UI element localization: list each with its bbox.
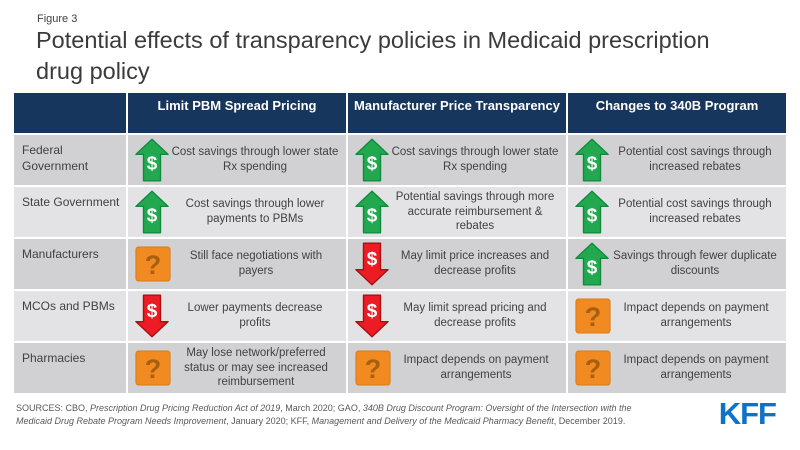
svg-text:$: $ xyxy=(587,257,598,278)
source-title-segment: 340B Drug Discount Program: Oversight of… xyxy=(16,403,632,427)
column-header: Limit PBM Spread Pricing xyxy=(128,93,346,133)
effect-cell: ? Impact depends on payment arrangements xyxy=(348,343,566,393)
effect-icon-wrap: $ xyxy=(135,190,169,234)
effect-text: Lower payments decrease profits xyxy=(187,302,323,329)
effect-cell: $ Potential savings through more accurate… xyxy=(348,187,566,237)
green-up-arrow-dollar-icon: $ xyxy=(355,190,389,234)
effect-text: Impact depends on payment arrangements xyxy=(623,354,769,381)
row-label: Pharmacies xyxy=(14,343,126,393)
red-down-arrow-dollar-icon: $ xyxy=(355,294,389,338)
effect-icon-wrap: $ xyxy=(355,138,389,182)
effect-text: Still face negotiations with payers xyxy=(189,250,323,277)
red-down-arrow-dollar-icon: $ xyxy=(135,294,169,338)
svg-text:$: $ xyxy=(147,301,158,322)
svg-text:$: $ xyxy=(367,249,378,270)
source-title-segment: Management and Delivery of the Medicaid … xyxy=(311,416,554,427)
effect-text: Potential cost savings through increased… xyxy=(618,198,772,225)
svg-text:?: ? xyxy=(145,354,162,384)
effect-icon-wrap: $ xyxy=(135,294,169,338)
effect-text: Potential cost savings through increased… xyxy=(618,146,772,173)
effect-text: Cost savings through lower state Rx spen… xyxy=(391,146,559,173)
source-text-segment: SOURCES: CBO, xyxy=(16,403,91,413)
effect-cell: ? Impact depends on payment arrangements xyxy=(568,343,786,393)
effect-text: May limit price increases and decrease p… xyxy=(400,250,550,277)
kff-logo: KFF xyxy=(718,396,777,431)
effect-cell: $ Cost savings through lower state Rx spe… xyxy=(348,135,566,185)
orange-question-mark-icon: ? xyxy=(355,350,391,386)
row-label: State Government xyxy=(14,187,126,237)
green-up-arrow-dollar-icon: $ xyxy=(355,138,389,182)
svg-text:$: $ xyxy=(587,205,598,226)
row-label: MCOs and PBMs xyxy=(14,291,126,341)
svg-text:?: ? xyxy=(585,354,602,384)
green-up-arrow-dollar-icon: $ xyxy=(135,138,169,182)
source-text-segment: , January 2020; KFF, xyxy=(226,416,312,427)
svg-text:?: ? xyxy=(145,250,162,280)
effect-cell: $ May limit spread pricing and decrease p… xyxy=(348,291,566,341)
effect-icon-wrap: ? xyxy=(135,350,171,386)
row-label: Federal Government xyxy=(14,135,126,185)
effect-icon-wrap: $ xyxy=(355,190,389,234)
effect-cell: $ Cost savings through lower payments to … xyxy=(128,187,346,237)
svg-text:$: $ xyxy=(367,153,378,174)
effect-text: Cost savings through lower payments to P… xyxy=(185,198,325,225)
column-header: Manufacturer Price Transparency xyxy=(348,93,566,133)
red-down-arrow-dollar-icon: $ xyxy=(355,242,389,286)
green-up-arrow-dollar-icon: $ xyxy=(575,190,609,234)
svg-text:$: $ xyxy=(587,153,598,174)
effect-cell: $ Lower payments decrease profits xyxy=(128,291,346,341)
effect-icon-wrap: ? xyxy=(575,350,611,386)
effect-icon-wrap: $ xyxy=(355,242,389,286)
effect-cell: $ Potential cost savings through increase… xyxy=(568,187,786,237)
svg-text:$: $ xyxy=(147,205,158,226)
effect-icon-wrap: ? xyxy=(575,298,611,334)
green-up-arrow-dollar-icon: $ xyxy=(135,190,169,234)
svg-text:?: ? xyxy=(365,354,382,384)
effect-cell: $ Potential cost savings through increase… xyxy=(568,135,786,185)
orange-question-mark-icon: ? xyxy=(135,350,171,386)
source-title-segment: Prescription Drug Pricing Reduction Act … xyxy=(90,403,281,413)
effect-cell: ? May lose network/preferred status or ma… xyxy=(128,343,346,393)
effect-text: Impact depends on payment arrangements xyxy=(403,354,549,381)
source-text-segment: , December 2019. xyxy=(553,416,626,427)
effect-cell: $ May limit price increases and decrease … xyxy=(348,239,566,289)
effect-text: May limit spread pricing and decrease pr… xyxy=(403,302,547,329)
orange-question-mark-icon: ? xyxy=(575,298,611,334)
source-text-segment: , March 2020; GAO, xyxy=(280,403,363,413)
effect-cell: $ Cost savings through lower state Rx spe… xyxy=(128,135,346,185)
green-up-arrow-dollar-icon: $ xyxy=(575,242,609,286)
effects-table: Limit PBM Spread Pricing Manufacturer Pri… xyxy=(14,93,786,393)
effect-icon-wrap: $ xyxy=(575,242,609,286)
effect-icon-wrap: $ xyxy=(575,190,609,234)
effect-icon-wrap: $ xyxy=(135,138,169,182)
effect-cell: ? Impact depends on payment arrangements xyxy=(568,291,786,341)
svg-text:$: $ xyxy=(367,301,378,322)
column-header: Changes to 340B Program xyxy=(568,93,786,133)
effect-cell: $ Savings through fewer duplicate discoun… xyxy=(568,239,786,289)
page-title: Potential effects of transparency polici… xyxy=(36,27,710,85)
row-label: Manufacturers xyxy=(14,239,126,289)
figure-number-label: Figure 3 xyxy=(37,13,78,25)
effect-icon-wrap: $ xyxy=(355,294,389,338)
orange-question-mark-icon: ? xyxy=(575,350,611,386)
svg-text:$: $ xyxy=(367,205,378,226)
effect-text: Cost savings through lower state Rx spen… xyxy=(171,146,339,173)
effect-icon-wrap: ? xyxy=(135,246,171,282)
green-up-arrow-dollar-icon: $ xyxy=(575,138,609,182)
orange-question-mark-icon: ? xyxy=(135,246,171,282)
sources-note: SOURCES: CBO, Prescription Drug Pricing … xyxy=(16,402,666,428)
effect-cell: ? Still face negotiations with payers xyxy=(128,239,346,289)
effect-text: Impact depends on payment arrangements xyxy=(623,302,769,329)
effect-text: Savings through fewer duplicate discount… xyxy=(613,250,777,277)
svg-text:?: ? xyxy=(585,302,602,332)
svg-text:$: $ xyxy=(147,153,158,174)
column-header-empty xyxy=(14,93,126,133)
effect-text: May lose network/preferred status or may… xyxy=(184,346,328,389)
effect-icon-wrap: ? xyxy=(355,350,391,386)
effect-icon-wrap: $ xyxy=(575,138,609,182)
effect-text: Potential savings through more accurate … xyxy=(395,190,555,233)
